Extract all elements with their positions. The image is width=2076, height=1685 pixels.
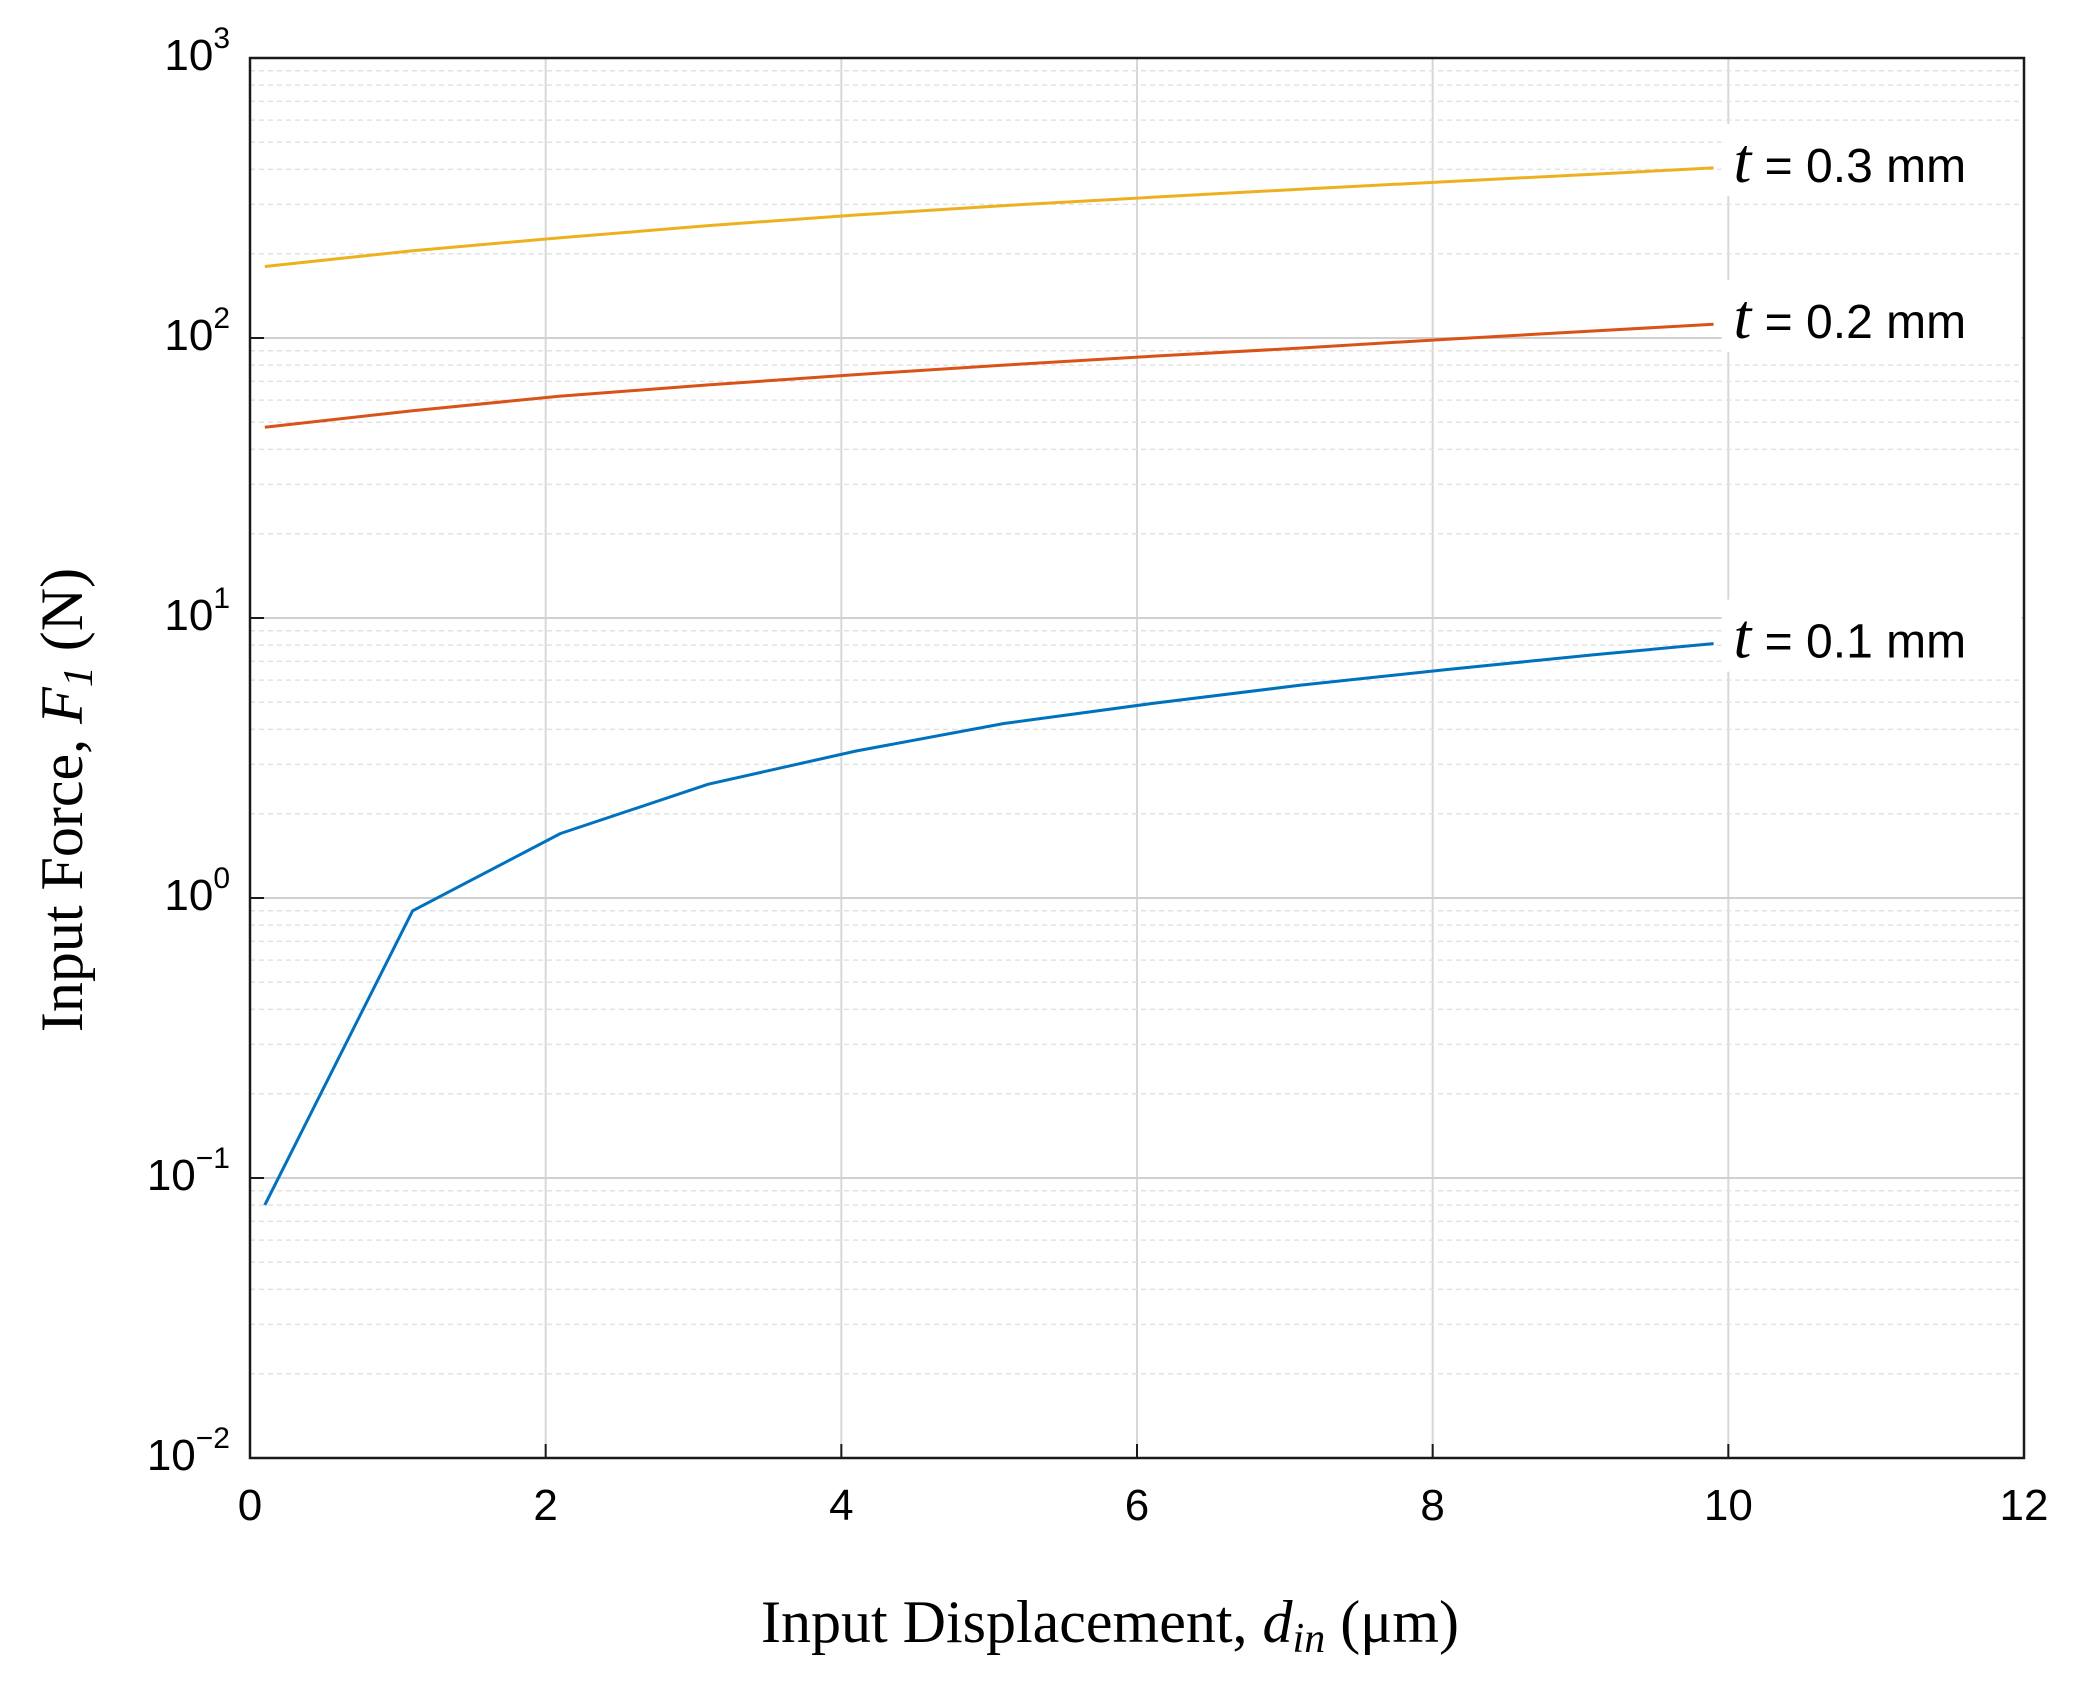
grid	[250, 58, 2024, 1458]
y-axis-title-var: F	[29, 686, 95, 725]
series-label: t = 0.1 mm	[1734, 601, 1967, 672]
series-label-background	[1721, 123, 2022, 196]
x-axis-title-var: d	[1263, 1589, 1294, 1655]
series-labels: t = 0.3 mm t = 0.2 mm t = 0.1 mm	[1721, 123, 2022, 672]
x-tick-label: 10	[1704, 1481, 1753, 1530]
x-axis-title-sub: in	[1293, 1616, 1326, 1662]
series-label-background	[1721, 280, 2022, 353]
series-layer	[263, 166, 1714, 1206]
y-tick-label: 102	[164, 302, 230, 360]
x-tick-labels: 0 2 4 6 8 10 12	[238, 1444, 2049, 1530]
x-axis-title-suffix: (μm)	[1325, 1589, 1459, 1655]
y-tick-label: 101	[164, 582, 230, 640]
series-label: t = 0.3 mm	[1734, 125, 1967, 196]
series-line	[264, 322, 1714, 429]
x-tick-label: 2	[533, 1481, 557, 1530]
y-tick-label: 103	[164, 22, 230, 80]
x-tick-label: 8	[1420, 1481, 1444, 1530]
y-tick-label: 10−2	[147, 1422, 230, 1480]
y-tick-label: 10−1	[147, 1142, 230, 1200]
x-tick-label: 0	[238, 1481, 262, 1530]
series-label: t = 0.2 mm	[1734, 281, 1967, 352]
y-axis-title-prefix: Input Force,	[29, 724, 95, 1032]
series-line	[264, 166, 1714, 268]
y-axis-title: Input Force, F1 (N)	[29, 568, 102, 1032]
y-tick-labels: 10−2 10−1 100 101 102 103	[147, 22, 264, 1480]
x-tick-label: 4	[829, 1481, 853, 1530]
y-axis-title-suffix: (N)	[29, 568, 95, 666]
x-axis-title: Input Displacement, din (μm)	[761, 1589, 1459, 1662]
x-axis-title-prefix: Input Displacement,	[761, 1589, 1263, 1655]
x-tick-label: 12	[2000, 1481, 2049, 1530]
y-axis-title-sub: 1	[56, 666, 102, 687]
series-label-background	[1721, 599, 2022, 672]
y-tick-label: 100	[164, 862, 230, 920]
x-tick-label: 6	[1125, 1481, 1149, 1530]
series-line	[263, 642, 1714, 1206]
